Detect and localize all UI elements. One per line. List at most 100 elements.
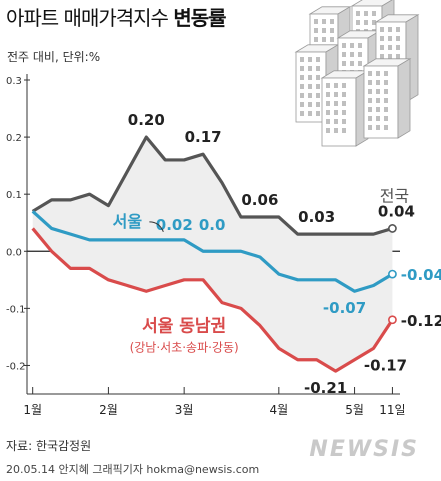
- building-window: [308, 57, 312, 62]
- building-window: [376, 98, 380, 103]
- building-window: [322, 19, 326, 24]
- building-window: [308, 75, 312, 80]
- building-window: [376, 89, 380, 94]
- building-window: [308, 93, 312, 98]
- southeast-line: [31, 227, 394, 373]
- building-window: [342, 101, 346, 106]
- seoul-data-label: 0.0: [199, 216, 226, 234]
- y-tick-label: -0.2: [6, 361, 26, 372]
- building-window: [396, 27, 400, 32]
- building-window: [384, 80, 388, 85]
- seoul-line: [31, 210, 394, 293]
- building-window: [330, 19, 334, 24]
- building-window: [300, 102, 304, 107]
- building-window: [396, 45, 400, 50]
- building-window: [384, 71, 388, 76]
- building-window: [326, 119, 330, 124]
- building-window: [342, 128, 346, 133]
- building-window: [364, 20, 368, 25]
- southeast-line-end-point: [388, 315, 397, 325]
- building-window: [372, 20, 376, 25]
- seoul-data-label: -0.04: [401, 266, 441, 284]
- building-window: [350, 61, 354, 66]
- building-window: [308, 84, 312, 89]
- building-window: [350, 52, 354, 57]
- building-window: [364, 11, 368, 16]
- apartment-buildings-illustration: [294, 0, 420, 147]
- building-window: [376, 80, 380, 85]
- building-window: [380, 45, 384, 50]
- national-data-label: 0.03: [298, 208, 335, 226]
- national-data-label: 0.06: [241, 191, 278, 209]
- national-data-label: 0.17: [185, 128, 222, 146]
- building-window: [384, 98, 388, 103]
- building-window: [384, 125, 388, 130]
- building-window: [334, 128, 338, 133]
- national-data-label: 0.20: [128, 111, 165, 129]
- building-window: [342, 119, 346, 124]
- building-window: [376, 116, 380, 121]
- y-tick-label: 0.2: [6, 133, 22, 144]
- x-tick-label: 2월: [99, 403, 118, 417]
- building-window: [316, 84, 320, 89]
- national-data-label: 0.04: [378, 202, 415, 220]
- building-window: [326, 110, 330, 115]
- building-window: [342, 61, 346, 66]
- building-window: [326, 92, 330, 97]
- southeast-data-label: -0.12: [401, 312, 441, 330]
- title-bold: 변동률: [173, 6, 226, 30]
- y-tick-label: 0.0: [6, 247, 22, 258]
- southeast-data-label: -0.21: [304, 379, 347, 397]
- building-window: [388, 27, 392, 32]
- building-window: [388, 36, 392, 41]
- building-window: [384, 116, 388, 121]
- seoul-data-label: 0.02: [156, 216, 193, 234]
- building-window: [342, 52, 346, 57]
- building-window: [358, 61, 362, 66]
- building-window: [342, 83, 346, 88]
- building-window: [356, 11, 360, 16]
- building-window: [308, 111, 312, 116]
- building-window: [334, 119, 338, 124]
- building-window: [334, 83, 338, 88]
- source-note: 자료: 한국감정원: [6, 439, 92, 453]
- national-line: [31, 135, 393, 236]
- building-window: [372, 11, 376, 16]
- building-window: [314, 37, 318, 42]
- building-window: [322, 28, 326, 33]
- building-window: [368, 107, 372, 112]
- seoul-data-label: -0.07: [323, 299, 366, 317]
- building-window: [396, 54, 400, 59]
- building-window: [330, 37, 334, 42]
- newsis-logo: NEWSIS: [309, 437, 419, 462]
- apartment-building: [362, 58, 412, 139]
- title-main: 아파트 매매가격지수: [6, 6, 174, 30]
- building-window: [300, 75, 304, 80]
- building-window: [388, 45, 392, 50]
- building-window: [316, 57, 320, 62]
- building-window: [388, 54, 392, 59]
- building-window: [342, 110, 346, 115]
- building-window: [316, 75, 320, 80]
- building-window: [358, 52, 362, 57]
- apartment-building: [320, 70, 370, 147]
- southeast-series-sublabel: (강남·서초·송파·강동): [130, 340, 239, 354]
- x-tick-label: 5월: [345, 403, 364, 417]
- x-tick-label: 3월: [175, 403, 194, 417]
- building-window: [342, 92, 346, 97]
- building-window: [300, 84, 304, 89]
- chart-axes: 0.3 0.2 0.1 0.0 -0.1 -0.2 1월 2월 3월 4월 5월 11일: [6, 74, 406, 417]
- building-window: [356, 20, 360, 25]
- building-window: [300, 66, 304, 71]
- gap-fill: [32, 137, 393, 372]
- building-window: [326, 83, 330, 88]
- building-window: [308, 66, 312, 71]
- building-side: [397, 58, 411, 139]
- building-window: [368, 71, 372, 76]
- building-window: [314, 28, 318, 33]
- building-window: [368, 98, 372, 103]
- building-window: [308, 102, 312, 107]
